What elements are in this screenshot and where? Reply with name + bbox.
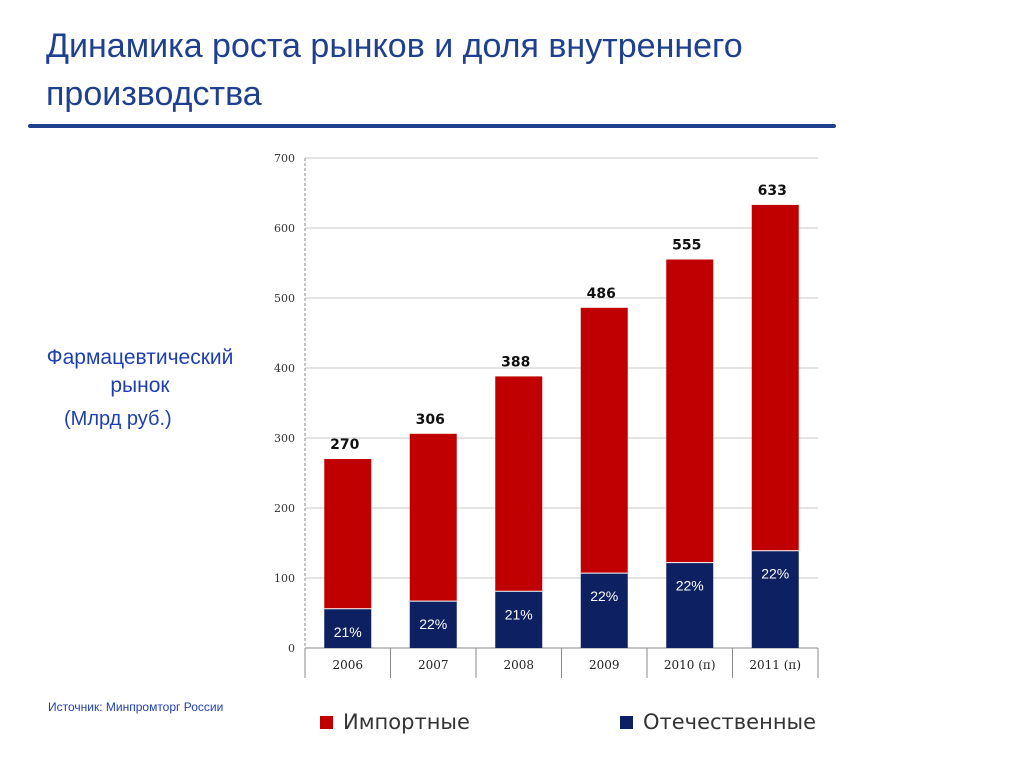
- bar-domestic: [666, 562, 714, 648]
- x-tick-label: 2007: [418, 658, 449, 672]
- y-tick-label: 500: [274, 292, 295, 305]
- unit-label: (Млрд руб.): [64, 408, 172, 430]
- legend-swatch-import: [320, 715, 333, 729]
- share-label: 22%: [761, 566, 789, 582]
- bar-import: [666, 259, 714, 563]
- bar-domestic: [324, 608, 372, 648]
- y-tick-label: 600: [274, 222, 295, 235]
- legend-label-import: Импортные: [343, 710, 470, 734]
- share-label: 22%: [676, 578, 704, 594]
- bar-import: [751, 204, 799, 551]
- y-tick-label: 100: [274, 572, 295, 585]
- y-tick-label: 400: [274, 362, 295, 375]
- title-underline: [28, 124, 836, 128]
- total-value-label: 486: [587, 286, 616, 302]
- bar-domestic: [751, 550, 799, 648]
- market-label: Фармацевтический рынок: [46, 346, 234, 397]
- share-label: 22%: [419, 616, 447, 632]
- total-value-label: 306: [416, 412, 445, 428]
- total-value-label: 633: [758, 183, 787, 199]
- y-tick-label: 0: [288, 642, 295, 655]
- share-label: 21%: [505, 606, 533, 622]
- bar-domestic: [580, 573, 628, 648]
- bar-import: [409, 433, 457, 602]
- bar-import: [580, 307, 628, 574]
- y-tick-label: 300: [274, 432, 295, 445]
- bar-domestic: [409, 601, 457, 648]
- share-label: 22%: [590, 588, 618, 604]
- x-tick-label: 2008: [503, 658, 534, 672]
- bar-domestic: [495, 591, 543, 648]
- x-tick-label: 2010 (п): [664, 658, 716, 672]
- source-note: Источник: Минпромторг России: [48, 700, 224, 714]
- total-value-label: 388: [501, 354, 530, 370]
- bar-import: [495, 376, 543, 592]
- legend-swatch-domestic: [620, 715, 633, 729]
- legend-label-domestic: Отечественные: [643, 710, 817, 734]
- x-tick-label: 2011 (п): [749, 658, 801, 672]
- x-tick-label: 2006: [332, 658, 363, 672]
- slide-title: Динамика роста рынков и доля внутреннего…: [46, 27, 743, 113]
- legend-item-import: Импортные: [320, 710, 470, 734]
- share-label: 21%: [334, 624, 362, 640]
- legend-item-domestic: Отечественные: [620, 710, 816, 734]
- bar-import: [324, 459, 372, 609]
- y-tick-label: 200: [274, 502, 295, 515]
- x-tick-label: 2009: [589, 658, 620, 672]
- y-tick-label: 700: [274, 152, 295, 165]
- total-value-label: 270: [330, 437, 359, 453]
- total-value-label: 555: [672, 238, 701, 254]
